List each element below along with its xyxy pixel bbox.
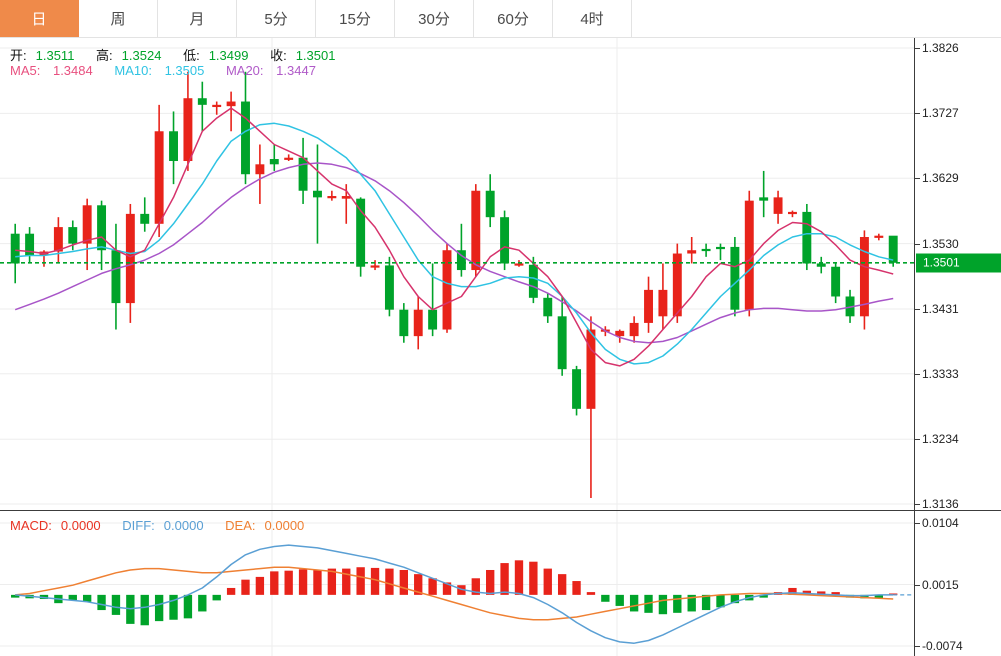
price-plot[interactable]: 开: 1.3511 高: 1.3524 低: 1.3499 收: 1.3501 MA5:… xyxy=(0,38,914,510)
tab-label: 60分 xyxy=(497,11,529,28)
price-axis-tick: 1.3530 xyxy=(915,237,959,251)
tab-label: 30分 xyxy=(418,11,450,28)
current-price-badge: 1.3501 xyxy=(916,253,1001,273)
price-axis-tick: 1.3727 xyxy=(915,106,959,120)
macd-axis: 0.0104 0.0015 -0.0074 xyxy=(914,510,1001,656)
tab-label: 月 xyxy=(189,11,205,28)
price-pane: 开: 1.3511 高: 1.3524 低: 1.3499 收: 1.3501 MA5:… xyxy=(0,38,1001,511)
tab-label: 周 xyxy=(110,11,126,28)
price-axis-tick: 1.3333 xyxy=(915,367,959,381)
macd-axis-tick: -0.0074 xyxy=(915,639,963,653)
tab-2[interactable]: 月 xyxy=(158,0,237,37)
price-axis-tick: 1.3234 xyxy=(915,432,959,446)
tab-3[interactable]: 5分 xyxy=(237,0,316,37)
macd-plot[interactable]: MACD: 0.0000 DIFF: 0.0000 DEA: 0.0000 xyxy=(0,510,914,656)
price-axis-tick: 1.3431 xyxy=(915,302,959,316)
tab-label: 日 xyxy=(31,11,47,28)
tabbar-filler xyxy=(632,0,1001,37)
price-axis-tick: 1.3136 xyxy=(915,497,959,511)
chart-shell: 开: 1.3511 高: 1.3524 低: 1.3499 收: 1.3501 MA5:… xyxy=(0,38,1001,656)
macd-pane: MACD: 0.0000 DIFF: 0.0000 DEA: 0.0000 0.010… xyxy=(0,510,1001,656)
tab-6[interactable]: 60分 xyxy=(474,0,553,37)
price-axis-tick: 1.3826 xyxy=(915,41,959,55)
price-axis: 1.3826 1.3727 1.3629 1.3530 1.3431 1.3333 1.32… xyxy=(914,38,1001,511)
tab-label: 15分 xyxy=(339,11,371,28)
tab-7[interactable]: 4时 xyxy=(553,0,632,37)
tab-label: 4时 xyxy=(580,11,604,28)
macd-axis-tick: 0.0015 xyxy=(915,578,959,592)
timeframe-tabbar: 日 周 月 5分 15分 30分 60分 4时 xyxy=(0,0,1001,38)
tab-5[interactable]: 30分 xyxy=(395,0,474,37)
price-axis-tick: 1.3629 xyxy=(915,171,959,185)
tab-0[interactable]: 日 xyxy=(0,0,79,37)
tab-label: 5分 xyxy=(264,11,288,28)
tab-1[interactable]: 周 xyxy=(79,0,158,37)
macd-axis-tick: 0.0104 xyxy=(915,516,959,530)
tab-4[interactable]: 15分 xyxy=(316,0,395,37)
